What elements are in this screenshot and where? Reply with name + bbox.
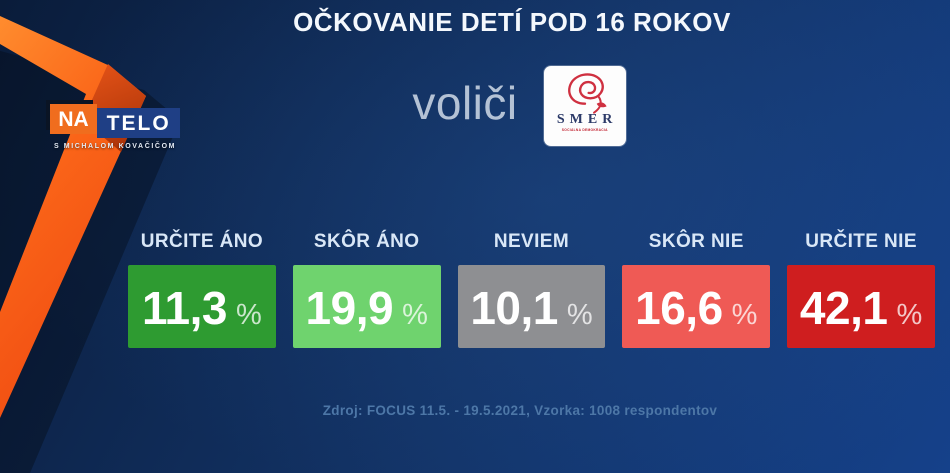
na-telo-logo-na: NA xyxy=(50,104,97,134)
page-title: OČKOVANIE DETÍ POD 16 ROKOV xyxy=(293,7,731,37)
result-label: SKÔR ÁNO xyxy=(313,231,420,252)
na-telo-logo: NA TELO S MICHALOM KOVAČIČOM xyxy=(44,104,186,150)
result-value-line: 19,9 % xyxy=(306,285,428,331)
result-value-box: 10,1 % xyxy=(457,265,606,348)
result-value: 11,3 xyxy=(142,281,228,334)
result-label: URČITE ÁNO xyxy=(140,231,264,252)
smer-party-logo: SMER SOCIÁLNA DEMOKRACIA xyxy=(543,66,626,146)
result-value: 10,1 xyxy=(470,281,558,334)
na-telo-logo-telo: TELO xyxy=(96,108,180,138)
result-unit: % xyxy=(896,298,923,331)
result-urcite-ano: URČITE ÁNO 11,3 % xyxy=(128,231,276,348)
result-value-line: 16,6 % xyxy=(635,285,757,331)
subject-row: voliči SMER SOCIÁLNA DEMOKRACIA xyxy=(88,66,950,146)
result-label: SKÔR NIE xyxy=(648,231,744,252)
source-note: Zdroj: FOCUS 11.5. - 19.5.2021, Vzorka: … xyxy=(322,403,718,418)
result-label: URČITE NIE xyxy=(805,231,917,252)
na-telo-logo-row: NA TELO xyxy=(44,104,186,138)
result-value-box: 42,1 % xyxy=(787,265,935,348)
result-neviem: NEVIEM 10,1 % xyxy=(457,231,606,348)
smer-party-name: SMER xyxy=(556,112,618,127)
result-value: 42,1 xyxy=(799,281,888,334)
result-urcite-nie: URČITE NIE 42,1 % xyxy=(787,231,935,348)
result-value-box: 19,9 % xyxy=(292,265,441,348)
result-skor-nie: SKÔR NIE 16,6 % xyxy=(622,231,771,348)
smer-party-tagline: SOCIÁLNA DEMOKRACIA xyxy=(561,129,608,133)
result-skor-ano: SKÔR ÁNO 19,9 % xyxy=(292,231,441,348)
result-unit: % xyxy=(236,298,262,331)
result-unit: % xyxy=(731,298,758,331)
result-value-box: 11,3 % xyxy=(128,265,276,348)
na-telo-logo-subtitle: S MICHALOM KOVAČIČOM xyxy=(53,143,177,150)
result-value-line: 10,1 % xyxy=(470,285,592,331)
smer-rose-icon xyxy=(567,73,607,114)
result-value-line: 11,3 % xyxy=(142,285,262,331)
results-row: URČITE ÁNO 11,3 % SKÔR ÁNO 19,9 % NEVIEM xyxy=(128,231,935,348)
result-unit: % xyxy=(402,298,428,331)
result-label: NEVIEM xyxy=(493,231,570,252)
result-value-box: 16,6 % xyxy=(622,265,771,348)
result-value-line: 42,1 % xyxy=(800,285,922,331)
result-value: 16,6 xyxy=(635,281,723,334)
subject-label: voliči xyxy=(412,77,518,129)
result-value: 19,9 xyxy=(305,281,394,334)
result-unit: % xyxy=(566,298,593,331)
